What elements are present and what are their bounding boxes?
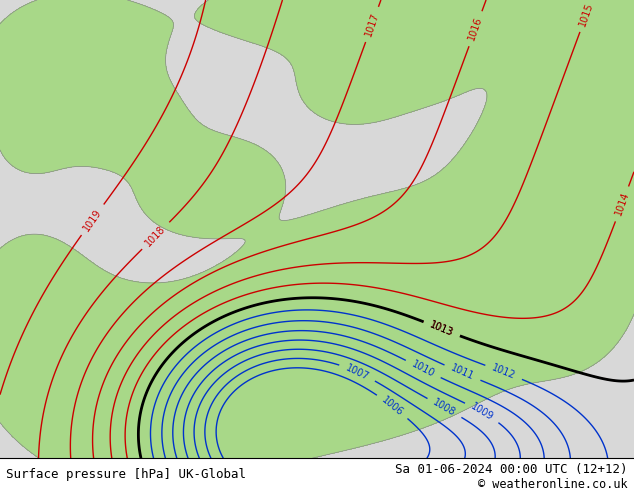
Text: 1010: 1010 xyxy=(410,359,436,379)
Text: 1016: 1016 xyxy=(467,16,484,42)
Text: 1011: 1011 xyxy=(449,363,476,382)
Text: © weatheronline.co.uk: © weatheronline.co.uk xyxy=(478,478,628,490)
Text: 1006: 1006 xyxy=(380,395,405,418)
Text: 1013: 1013 xyxy=(429,319,455,338)
Text: Sa 01-06-2024 00:00 UTC (12+12): Sa 01-06-2024 00:00 UTC (12+12) xyxy=(395,463,628,476)
Text: 1018: 1018 xyxy=(144,223,168,248)
Text: 1009: 1009 xyxy=(469,401,495,423)
Text: 1014: 1014 xyxy=(613,191,631,217)
Text: 1013: 1013 xyxy=(429,319,455,338)
Text: 1012: 1012 xyxy=(491,363,517,381)
Text: Surface pressure [hPa] UK-Global: Surface pressure [hPa] UK-Global xyxy=(6,468,247,481)
Text: 1007: 1007 xyxy=(344,363,371,382)
Text: 1019: 1019 xyxy=(82,207,103,233)
Text: 1017: 1017 xyxy=(363,11,381,38)
Text: 1015: 1015 xyxy=(578,1,595,27)
Text: 1008: 1008 xyxy=(431,397,458,418)
